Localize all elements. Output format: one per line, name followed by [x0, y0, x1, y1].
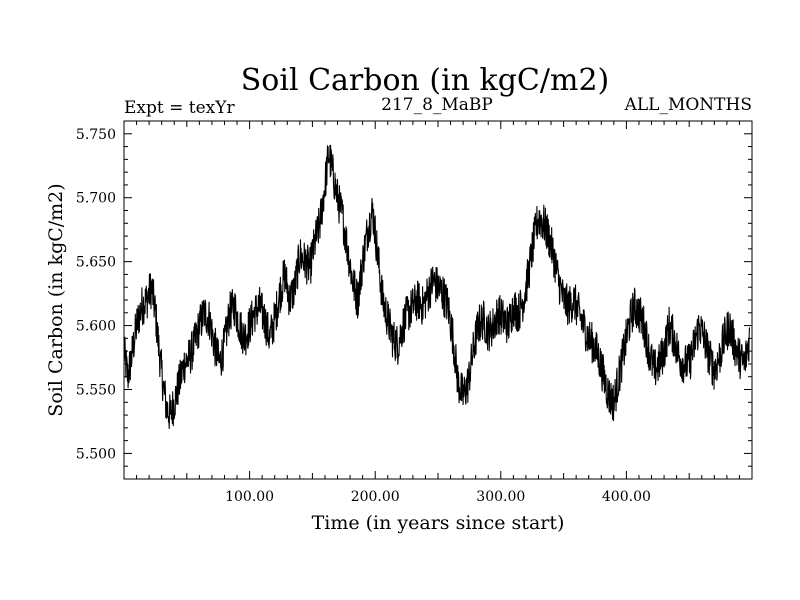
y-tick-label: 5.550 [76, 383, 116, 399]
x-tick-label: 300.00 [476, 489, 525, 505]
x-axis-label: Time (in years since start) [312, 512, 565, 534]
y-tick-label: 5.700 [76, 191, 116, 207]
chart-subtitle-right: ALL_MONTHS [624, 95, 752, 115]
series-line [123, 144, 751, 430]
y-tick-label: 5.600 [76, 319, 116, 335]
y-tick-label: 5.500 [76, 446, 116, 462]
x-tick-label: 200.00 [351, 489, 400, 505]
series-group [123, 144, 751, 430]
chart-title: Soil Carbon (in kgC/m2) [241, 63, 609, 98]
y-axis: 5.500 5.550 5.600 5.650 5.700 5.750 [76, 120, 752, 467]
y-axis-label: Soil Carbon (in kgC/m2) [45, 183, 67, 416]
x-axis: 100.00 200.00 300.00 400.00 [136, 121, 740, 505]
x-tick-label: 400.00 [602, 489, 651, 505]
y-tick-label: 5.650 [76, 255, 116, 271]
y-tick-label: 5.750 [76, 127, 116, 143]
x-tick-label: 100.00 [225, 489, 274, 505]
chart-subtitle-center: 217_8_MaBP [381, 95, 493, 115]
chart-subtitle-left: Expt = texYr [124, 98, 235, 118]
plot-frame [123, 120, 753, 480]
